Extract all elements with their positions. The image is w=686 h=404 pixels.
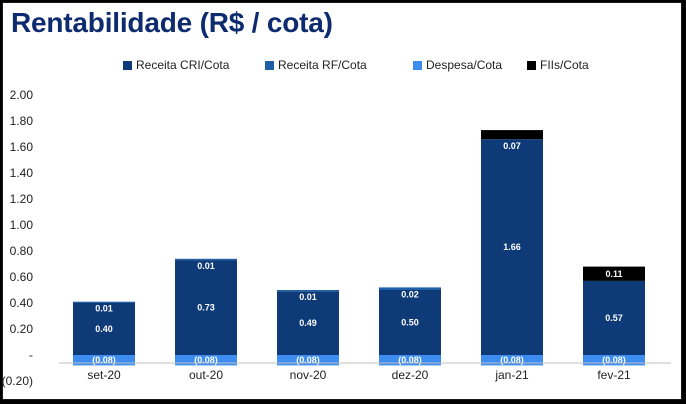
bar-receita-cri bbox=[481, 139, 543, 355]
y-tick-label: 2.00 bbox=[10, 88, 34, 102]
bar-stack: (0.08) 0.40 0.01 bbox=[73, 301, 135, 366]
bar-stack: (0.08) 0.57 0.11 bbox=[583, 266, 645, 366]
data-label-receita-cri: 0.57 bbox=[605, 313, 623, 323]
bar-fiis bbox=[481, 130, 543, 140]
data-label-upper: 0.01 bbox=[95, 304, 113, 314]
y-tick-label: 0.40 bbox=[10, 296, 34, 310]
y-tick-label: 1.60 bbox=[10, 140, 34, 154]
stacked-bar-chart: Receita CRI/Cota Receita RF/Cota Despesa/C… bbox=[3, 58, 671, 388]
data-label-despesa: (0.08) bbox=[500, 355, 524, 365]
data-label-despesa: (0.08) bbox=[194, 355, 218, 365]
data-label-upper: 0.11 bbox=[605, 269, 622, 279]
x-tick-label: nov-20 bbox=[290, 368, 327, 382]
x-tick-label: dez-20 bbox=[392, 368, 429, 382]
bar-stack: (0.08) 0.50 0.02 bbox=[379, 287, 441, 366]
data-label-upper: 0.07 bbox=[503, 141, 521, 151]
y-tick-label: 1.80 bbox=[10, 114, 34, 128]
bar-receita-cri bbox=[277, 291, 339, 355]
bar-despesa bbox=[481, 355, 543, 366]
data-label-despesa: (0.08) bbox=[398, 355, 422, 365]
x-tick-label: out-20 bbox=[189, 368, 223, 382]
bar-stack: (0.08) 0.73 0.01 bbox=[175, 258, 237, 366]
y-tick-label: 0.20 bbox=[10, 322, 34, 336]
data-label-upper: 0.02 bbox=[401, 289, 419, 299]
legend-swatch bbox=[265, 61, 274, 70]
bar-receita-rf bbox=[73, 301, 135, 303]
y-tick-label: - bbox=[29, 348, 33, 362]
bar-stack: (0.08) 0.49 0.01 bbox=[277, 290, 339, 366]
y-tick-label: 0.80 bbox=[10, 244, 34, 258]
bar-despesa bbox=[379, 355, 441, 366]
legend-label: Despesa/Cota bbox=[426, 58, 502, 72]
y-axis: 2.00 1.80 1.60 1.40 1.20 1.00 0.80 0.60 0.40 0.20… bbox=[3, 88, 33, 388]
bar-receita-cri bbox=[583, 280, 645, 355]
bar-receita-rf bbox=[379, 287, 441, 290]
bar-despesa bbox=[583, 355, 645, 366]
data-label-despesa: (0.08) bbox=[602, 355, 626, 365]
data-label-receita-cri: 0.49 bbox=[299, 318, 317, 328]
data-label-receita-cri: 0.50 bbox=[401, 318, 419, 328]
legend-swatch bbox=[413, 61, 422, 70]
legend-label: FIIs/Cota bbox=[540, 58, 589, 72]
bar-receita-rf bbox=[175, 258, 237, 261]
chart-legend: Receita CRI/Cota Receita RF/Cota Despesa/C… bbox=[123, 58, 589, 72]
x-tick-label: jan-21 bbox=[494, 368, 529, 382]
y-tick-label: 1.20 bbox=[10, 192, 34, 206]
bar-despesa bbox=[73, 355, 135, 366]
y-tick-label: 1.00 bbox=[10, 218, 34, 232]
bar-despesa bbox=[277, 355, 339, 366]
data-label-receita-cri: 1.66 bbox=[503, 242, 521, 252]
bar-receita-rf bbox=[277, 290, 339, 292]
chart-panel: Rentabilidade (R$ / cota) Receita CRI/Co… bbox=[2, 2, 682, 400]
legend-label: Receita RF/Cota bbox=[278, 58, 367, 72]
data-label-upper: 0.01 bbox=[197, 261, 215, 271]
legend-label: Receita CRI/Cota bbox=[136, 58, 230, 72]
x-tick-label: set-20 bbox=[87, 368, 121, 382]
y-tick-label: 0.60 bbox=[10, 270, 34, 284]
y-tick-label: (0.20) bbox=[3, 374, 33, 388]
data-label-receita-cri: 0.73 bbox=[197, 303, 215, 313]
y-tick-label: 1.40 bbox=[10, 166, 34, 180]
bar-despesa bbox=[175, 355, 237, 366]
bar-receita-cri bbox=[379, 290, 441, 355]
chart-title: Rentabilidade (R$ / cota) bbox=[11, 7, 333, 38]
x-tick-label: fev-21 bbox=[597, 368, 631, 382]
bar-receita-cri bbox=[175, 260, 237, 355]
data-label-upper: 0.01 bbox=[299, 292, 317, 302]
bars: (0.08) 0.40 0.01 (0.08) 0.73 0.01 (0.08) 0.49 0.… bbox=[73, 130, 645, 366]
data-label-despesa: (0.08) bbox=[296, 355, 320, 365]
bar-fiis bbox=[583, 266, 645, 281]
legend-swatch bbox=[527, 61, 536, 70]
data-label-despesa: (0.08) bbox=[92, 355, 116, 365]
bar-receita-cri bbox=[73, 303, 135, 355]
data-label-receita-cri: 0.40 bbox=[95, 324, 113, 334]
legend-swatch bbox=[123, 61, 132, 70]
bar-stack: (0.08) 1.66 0.07 bbox=[481, 130, 543, 366]
x-axis: set-20 out-20 nov-20 dez-20 jan-21 fev-21 bbox=[59, 362, 671, 382]
